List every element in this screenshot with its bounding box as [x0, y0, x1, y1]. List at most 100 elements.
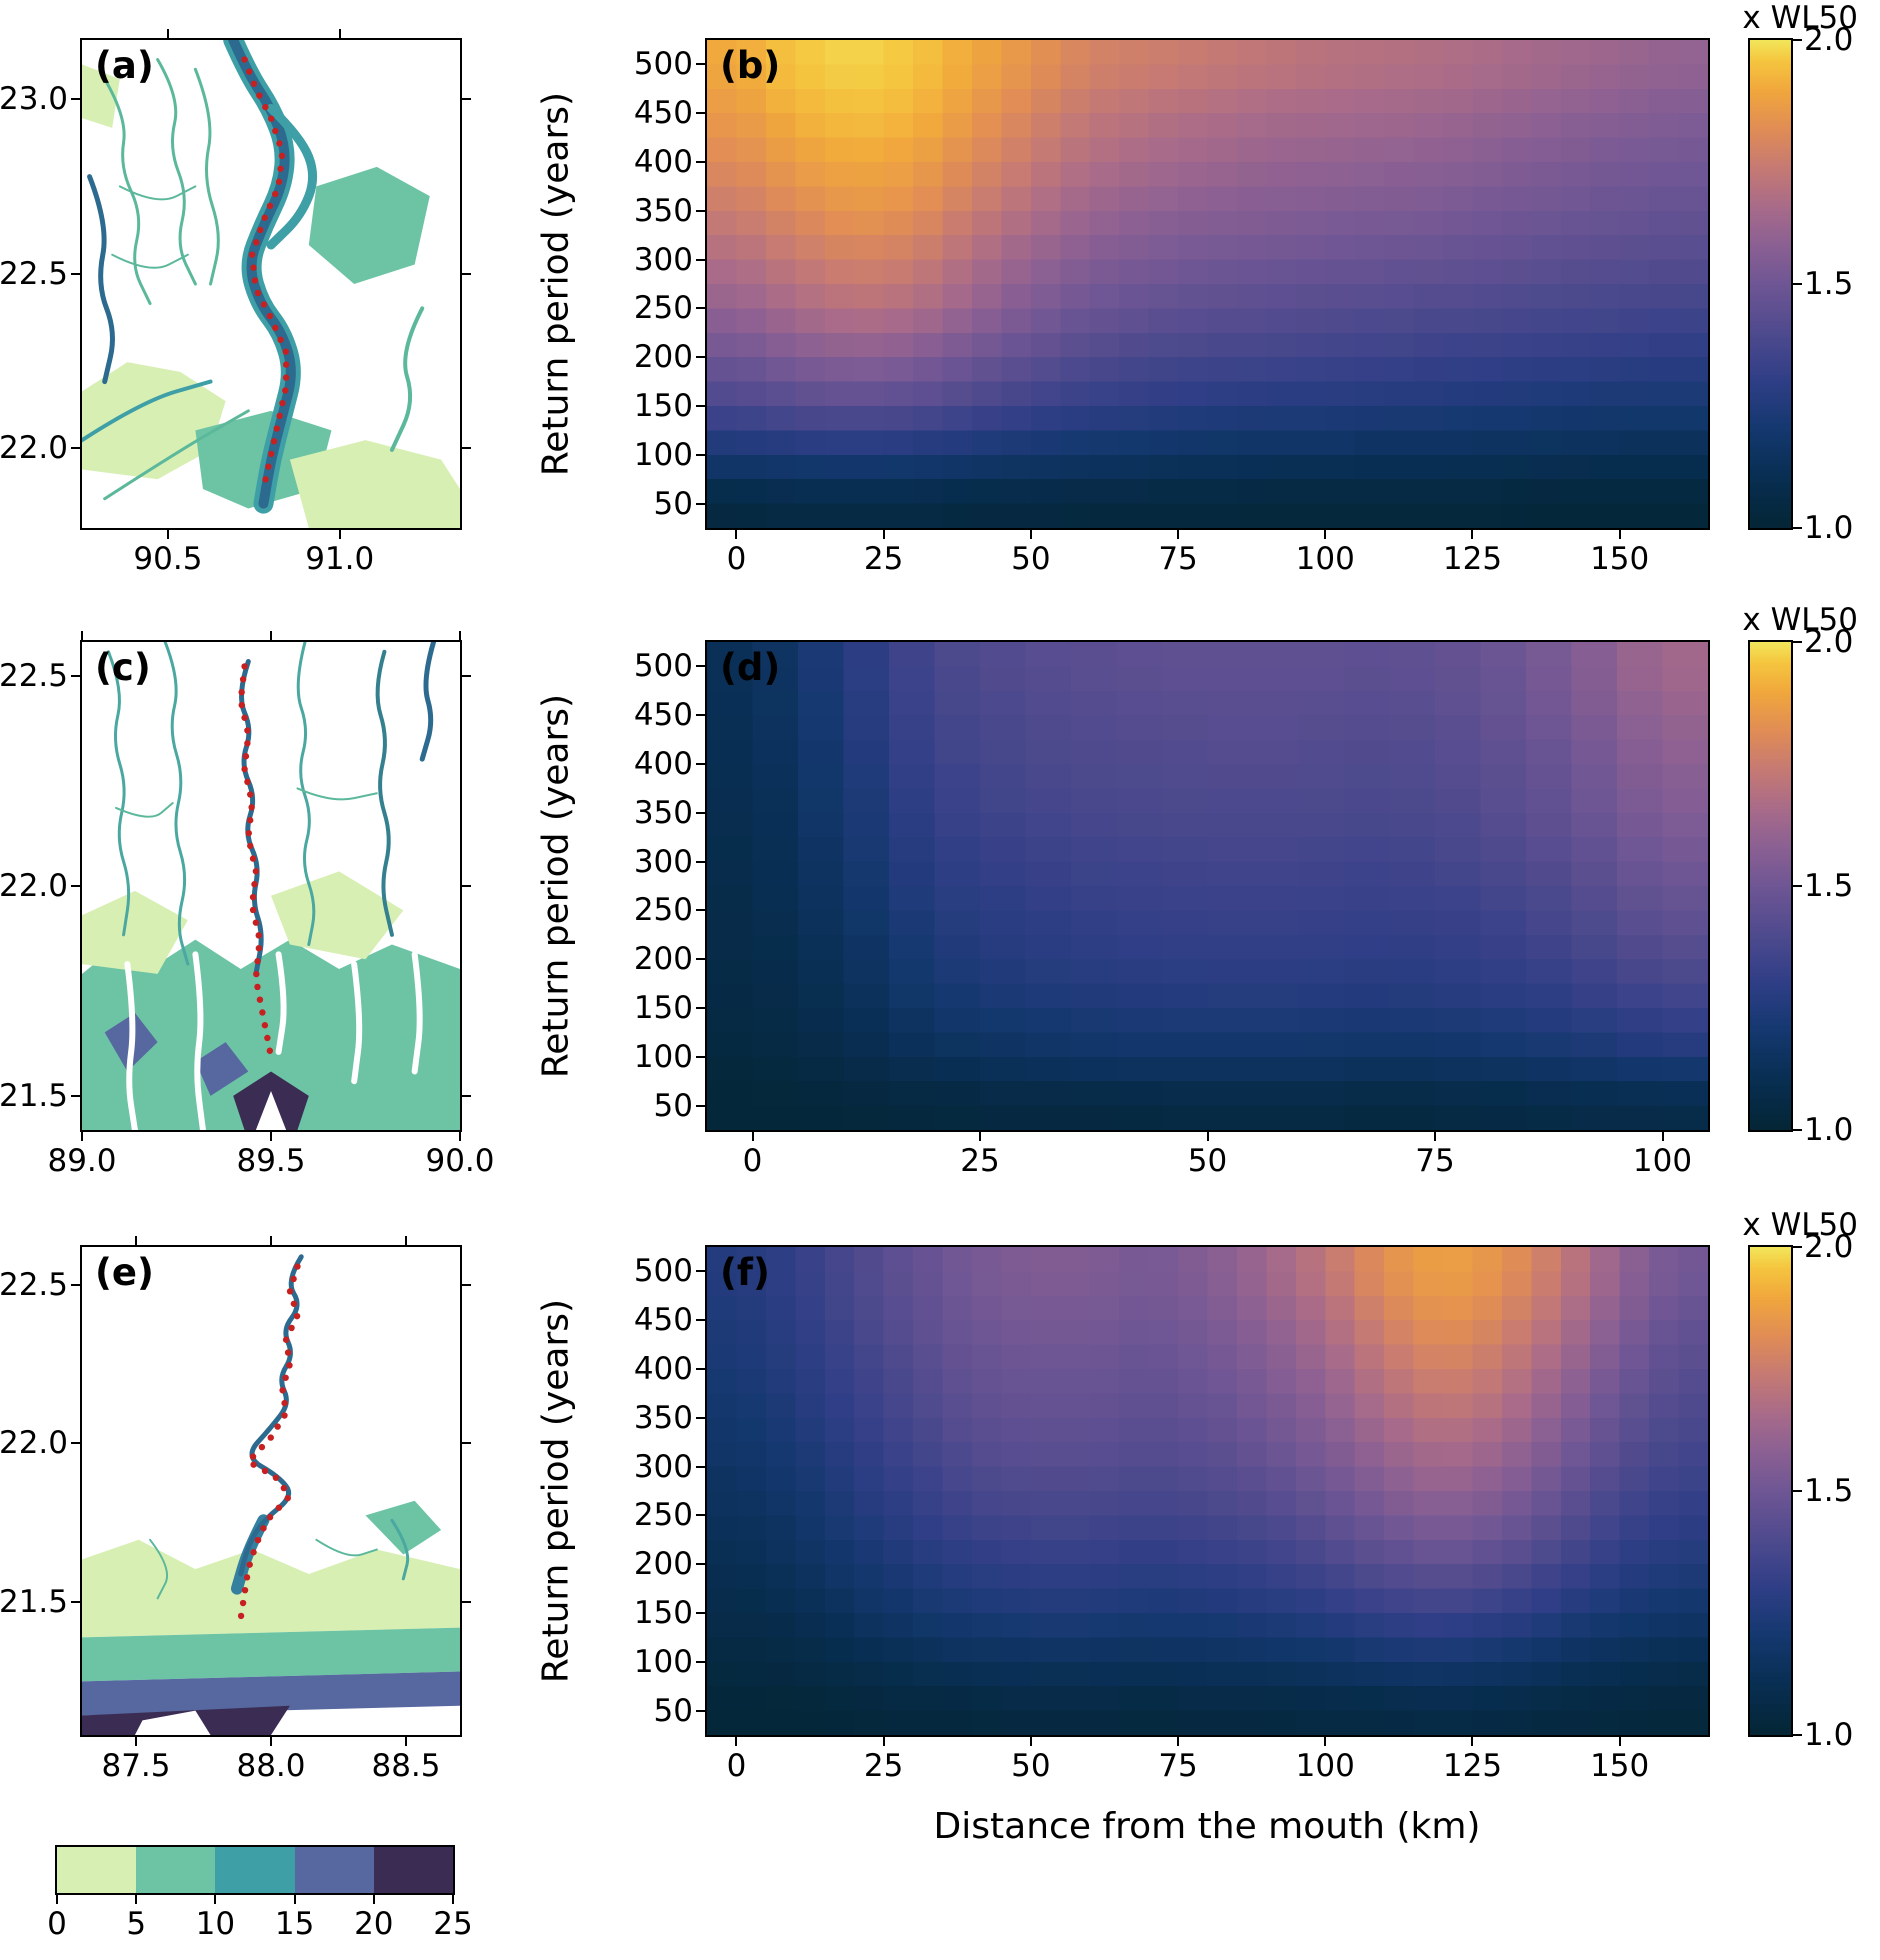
x-tick	[882, 530, 885, 539]
depth-tick-label: 0	[47, 1906, 67, 1942]
y-tick	[696, 502, 705, 505]
y-tick-label: 300	[633, 843, 693, 880]
x-tick	[270, 1236, 272, 1245]
x-tick-label: 100	[1632, 1143, 1693, 1179]
y-tick-label: 250	[633, 892, 693, 929]
y-tick	[696, 1270, 705, 1273]
y-tick-label: 400	[633, 144, 693, 180]
y-tick-label: 23.0	[0, 81, 68, 118]
y-tick	[696, 714, 705, 717]
x-tick	[1177, 1737, 1180, 1746]
depth-colorbar-segment	[57, 1847, 137, 1893]
y-tick-label: 200	[633, 1546, 693, 1583]
y-tick-label: 100	[633, 1038, 693, 1075]
heatmap-panel-b: (b) 0 25 50 75 100 125 150 500 450 400 350 300 250 20…	[634, 38, 1710, 577]
x-tick-label: 75	[1415, 1143, 1455, 1179]
x-tick	[81, 1132, 83, 1141]
panel-label-b: (b)	[720, 44, 781, 87]
y-tick-label: 450	[633, 95, 693, 132]
x-tick	[1206, 1132, 1209, 1141]
map-canvas-c	[82, 642, 460, 1130]
y-tick-label: 350	[633, 1399, 693, 1436]
colorbar-title-d: x WL50	[1742, 602, 1858, 638]
y-tick	[696, 1612, 705, 1614]
x-tick	[735, 1737, 738, 1746]
x-tick	[1618, 530, 1621, 539]
y-tick-label: 300	[633, 1448, 693, 1485]
depth-tick-label: 25	[433, 1906, 473, 1942]
y-axis-title-f: Return period (years)	[535, 1298, 577, 1684]
y-tick-label: 200	[633, 941, 693, 978]
x-tick-label: 0	[726, 541, 747, 577]
y-tick	[696, 958, 705, 961]
y-tick-label: 350	[633, 192, 693, 229]
y-tick	[696, 1465, 705, 1468]
y-tick-label: 450	[633, 697, 693, 734]
y-tick	[696, 811, 705, 814]
y-tick-label: 22.0	[0, 1425, 68, 1462]
y-tick-label: 21.5	[0, 1078, 68, 1115]
y-tick	[71, 272, 80, 275]
x-tick-label: 0	[726, 1748, 747, 1784]
y-tick-label: 400	[633, 1351, 693, 1387]
y-tick	[696, 1368, 705, 1370]
y-tick-label: 50	[653, 485, 693, 522]
y-tick	[462, 272, 471, 275]
x-tick	[270, 631, 272, 640]
colorbar-canvas-b	[1750, 40, 1791, 528]
y-tick	[462, 1600, 471, 1603]
colorbar-canvas-f	[1750, 1247, 1791, 1735]
y-tick	[71, 98, 80, 101]
x-tick-label: 75	[1158, 1748, 1198, 1784]
x-tick	[1661, 1132, 1664, 1141]
y-tick	[71, 446, 80, 449]
x-tick	[882, 1737, 885, 1746]
heatmap-panel-f: (f) 0 25 50 75 100 125 150 500 450 400 350 300 250 20…	[634, 1245, 1710, 1784]
y-tick	[696, 1563, 705, 1566]
y-tick	[71, 1095, 80, 1098]
depth-tick	[56, 1895, 58, 1904]
y-tick-label: 150	[633, 388, 693, 424]
y-tick	[696, 161, 705, 163]
depth-tick-label: 10	[195, 1906, 236, 1942]
y-tick-label: 150	[633, 1595, 693, 1631]
x-tick	[135, 1236, 137, 1245]
x-tick-label: 91.0	[305, 541, 375, 577]
y-tick-label: 500	[633, 648, 693, 685]
y-tick	[696, 1007, 705, 1009]
y-tick	[696, 1319, 705, 1322]
depth-colorbar-segment	[373, 1847, 454, 1893]
y-tick	[696, 63, 705, 66]
y-tick	[696, 112, 705, 115]
y-tick	[71, 1600, 80, 1603]
y-tick-label: 300	[633, 241, 693, 278]
heatmap-panel-d: (d) 0 25 50 75 100 500 450 400 350 300 250 200 150 10…	[634, 640, 1710, 1179]
depth-colorbar-segment	[215, 1847, 295, 1893]
map-panel-c: (c) 89.0 89.5 90.0 21.5 22.0 22.5	[0, 631, 495, 1179]
x-tick	[338, 530, 341, 539]
y-tick-label: 100	[633, 436, 693, 473]
y-tick	[71, 1442, 80, 1445]
x-tick	[735, 530, 738, 539]
colorbar-tick-label: 1.5	[1804, 868, 1854, 904]
x-tick	[1324, 1737, 1327, 1746]
y-tick	[696, 1104, 705, 1107]
x-tick	[1434, 1132, 1436, 1141]
y-tick-label: 500	[633, 1253, 693, 1290]
colorbar-tick-label: 1.5	[1804, 1473, 1854, 1509]
heatmap-canvas-d	[707, 642, 1708, 1130]
colorbar-tick	[1793, 527, 1802, 529]
y-tick	[696, 356, 705, 359]
y-tick	[71, 674, 80, 677]
colorbar-tick	[1793, 1246, 1802, 1248]
colorbar-tick	[1793, 641, 1802, 643]
y-tick-label: 400	[633, 746, 693, 782]
x-tick	[135, 1737, 137, 1746]
depth-tick	[372, 1895, 375, 1904]
x-tick	[751, 1132, 754, 1141]
colorbar-tick-label: 2.0	[1804, 1229, 1854, 1265]
x-tick-label: 25	[863, 541, 904, 577]
colorbar-tick-label: 2.0	[1804, 22, 1854, 58]
x-tick	[1324, 530, 1327, 539]
panel-label-f: (f)	[720, 1251, 770, 1294]
